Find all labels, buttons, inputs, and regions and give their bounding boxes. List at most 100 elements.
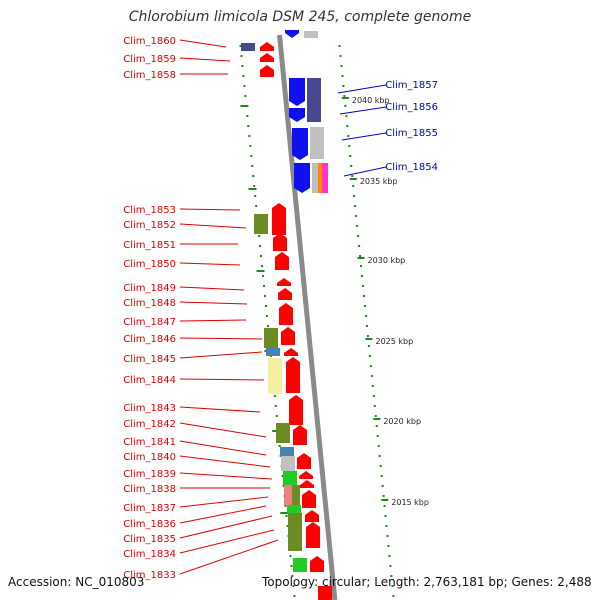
leader-line — [179, 337, 263, 340]
outer-tick — [340, 65, 343, 67]
cog-box — [276, 423, 290, 443]
accession-label: Accession: NC_010803 — [8, 575, 145, 589]
inner-tick — [274, 405, 277, 407]
leader-line — [179, 351, 263, 359]
outer-tick — [370, 375, 373, 377]
gene-label-left: Clim_1843 — [123, 403, 176, 414]
outer-tick — [351, 175, 354, 177]
gene-label-right: Clim_1857 — [385, 80, 438, 91]
cog-box — [241, 43, 255, 51]
outer-tick — [391, 585, 394, 587]
outer-tick — [384, 515, 387, 517]
gene-arrow-forward — [306, 522, 320, 548]
leader-line — [179, 262, 241, 266]
outer-tick — [354, 205, 357, 207]
gene-label-right: Clim_1854 — [385, 162, 438, 173]
outer-tick — [387, 545, 390, 547]
cog-box — [264, 328, 278, 348]
gene-arrow-forward — [300, 480, 314, 488]
leader-line — [179, 301, 248, 305]
gene-arrow-forward — [289, 395, 303, 425]
gene-label-left: Clim_1850 — [123, 259, 176, 270]
gene-label-left: Clim_1852 — [123, 220, 176, 231]
genome-title: Chlorobium limicola DSM 245, complete ge… — [128, 9, 472, 25]
inner-tick — [254, 195, 257, 197]
leader-line — [179, 529, 275, 554]
inner-tick — [263, 285, 266, 287]
inner-tick — [259, 245, 262, 247]
outer-tick — [378, 455, 381, 457]
gene-arrow-reverse — [289, 78, 305, 106]
scale-label: 2040 kbp — [352, 96, 390, 105]
leader-line — [179, 440, 267, 456]
inner-tick — [265, 315, 268, 317]
inner-tick — [293, 595, 296, 597]
gene-label-left: Clim_1840 — [123, 452, 176, 463]
cog-box — [284, 485, 292, 505]
inner-major-tick — [256, 270, 265, 272]
outer-tick — [368, 355, 371, 357]
backbone-line — [277, 34, 338, 600]
outer-tick — [386, 535, 389, 537]
cog-box — [307, 78, 321, 122]
cog-box — [280, 447, 294, 456]
scale-labels: 2040 kbp 2035 kbp 2030 kbp 2025 kbp 2020 kbp… — [341, 96, 429, 507]
outer-tick — [353, 195, 356, 197]
inner-tick — [292, 585, 295, 587]
gene-label-left: Clim_1858 — [123, 70, 176, 81]
gene-label-left: Clim_1846 — [123, 334, 176, 345]
outer-tick — [345, 115, 348, 117]
cog-box — [288, 513, 302, 551]
cog-box — [318, 163, 322, 193]
genome-summary: Topology: circular; Length: 2,763,181 bp… — [262, 575, 592, 589]
outer-tick — [367, 345, 370, 347]
outer-tick — [390, 575, 393, 577]
gene-arrow-forward — [279, 303, 293, 325]
leader-line — [179, 539, 279, 575]
gene-arrow-forward — [273, 233, 287, 251]
gene-arrow-forward — [260, 65, 274, 77]
gene-arrow-forward — [260, 42, 274, 51]
inner-tick — [263, 295, 266, 297]
inner-tick — [281, 475, 284, 477]
gene-arrow-forward — [293, 425, 307, 445]
inner-tick — [241, 65, 244, 67]
gene-label-left: Clim_1842 — [123, 419, 176, 430]
inner-tick — [275, 415, 278, 417]
cog-box — [293, 558, 307, 572]
inner-major-tick — [280, 512, 289, 514]
inner-tick — [239, 45, 242, 47]
inner-tick — [249, 145, 252, 147]
outer-tick — [357, 235, 360, 237]
gene-arrow-forward — [278, 288, 292, 300]
outer-tick — [348, 145, 351, 147]
inner-tick — [248, 135, 251, 137]
inner-tick — [255, 205, 258, 207]
scale-label: 2020 kbp — [383, 417, 421, 426]
inner-tick — [253, 185, 256, 187]
gene-arrow-forward — [277, 278, 291, 286]
scale-tick — [341, 97, 349, 99]
outer-tick — [343, 95, 346, 97]
inner-tick — [251, 165, 254, 167]
gene-arrow-reverse — [294, 163, 310, 193]
outer-tick — [338, 45, 341, 47]
scale-tick — [349, 178, 357, 180]
scale-label: 2035 kbp — [360, 177, 398, 186]
leader-line — [179, 406, 261, 413]
leader-line — [179, 455, 271, 468]
leader-line — [341, 132, 387, 141]
gene-arrow-forward — [284, 348, 298, 356]
inner-tick — [243, 85, 246, 87]
outer-tick — [372, 395, 375, 397]
outer-tick — [382, 495, 385, 497]
gene-label-left: Clim_1851 — [123, 240, 176, 251]
outer-tick — [392, 595, 395, 597]
gene-label-left: Clim_1845 — [123, 354, 176, 365]
outer-tick — [369, 365, 372, 367]
leader-line — [179, 223, 247, 229]
leader-line — [179, 422, 267, 438]
cog-box — [287, 505, 301, 513]
inner-major-tick — [248, 188, 257, 190]
outer-tick — [383, 505, 386, 507]
